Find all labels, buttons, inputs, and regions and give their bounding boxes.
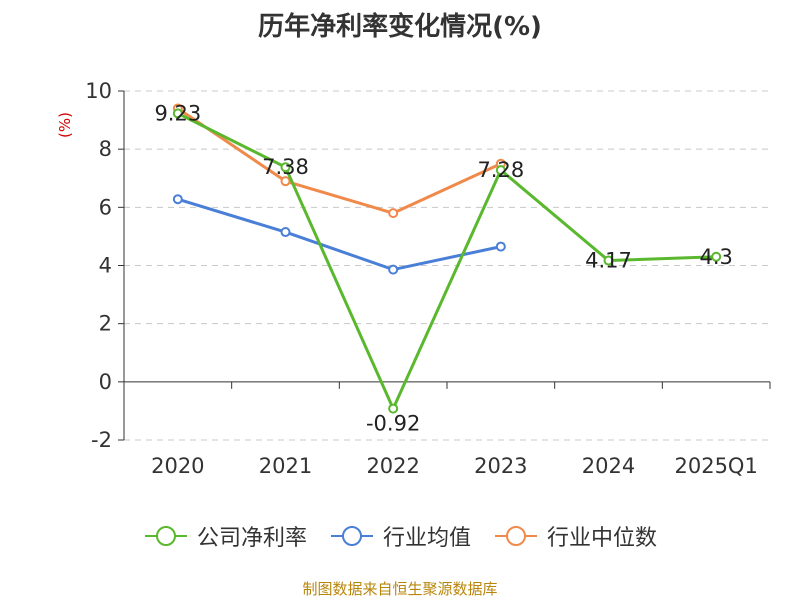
legend-marker [495,526,537,546]
legend-marker [144,526,187,546]
legend-item[interactable]: 行业中位数 [493,520,657,552]
legend-item[interactable]: 行业均值 [329,520,471,552]
data-point [172,108,183,119]
series-line [177,197,502,272]
y-tick-label: 0 [99,370,112,394]
data-label: 4.3 [699,245,732,269]
x-tick-label: 2025Q1 [674,454,757,478]
data-point [495,165,506,176]
data-point [388,403,399,414]
data-label: 4.17 [585,249,632,273]
x-tick-label: 2022 [366,454,419,478]
x-tick-label: 2021 [259,454,312,478]
legend-marker [330,526,373,546]
data-point [711,251,722,262]
series-line [176,107,502,215]
data-point [280,162,291,173]
data-point [388,264,399,275]
x-tick-label: 2024 [582,454,635,478]
data-point [172,194,183,205]
legend-item[interactable]: 公司净利率 [143,520,307,552]
data-point [495,241,506,252]
data-label: 9.23 [154,101,201,125]
legend-label: 公司净利率 [196,526,307,551]
legend-label: 行业中位数 [547,526,658,551]
chart-title: 历年净利率变化情况(%) [258,12,542,42]
legend: 公司净利率 行业均值 行业中位数 [0,520,800,552]
source-note: 制图数据来自恒生聚源数据库 [302,580,498,598]
legend-label: 行业均值 [382,526,471,551]
data-point [603,255,614,266]
y-tick-label: -2 [91,428,112,452]
data-label: -0.92 [366,412,420,436]
data-point [388,208,399,219]
y-tick-label: 10 [85,79,112,103]
series-line [177,112,717,411]
data-point [280,176,291,187]
y-axis-label: (%) [56,112,74,138]
data-label: 7.38 [262,155,309,179]
y-tick-label: 4 [99,254,112,278]
x-tick-label: 2020 [151,454,204,478]
y-tick-label: 8 [99,137,112,161]
x-tick-label: 2023 [474,454,527,478]
y-tick-label: 2 [99,312,112,336]
data-point [280,227,291,238]
data-label: 7.28 [477,158,524,182]
y-tick-label: 6 [99,195,112,219]
